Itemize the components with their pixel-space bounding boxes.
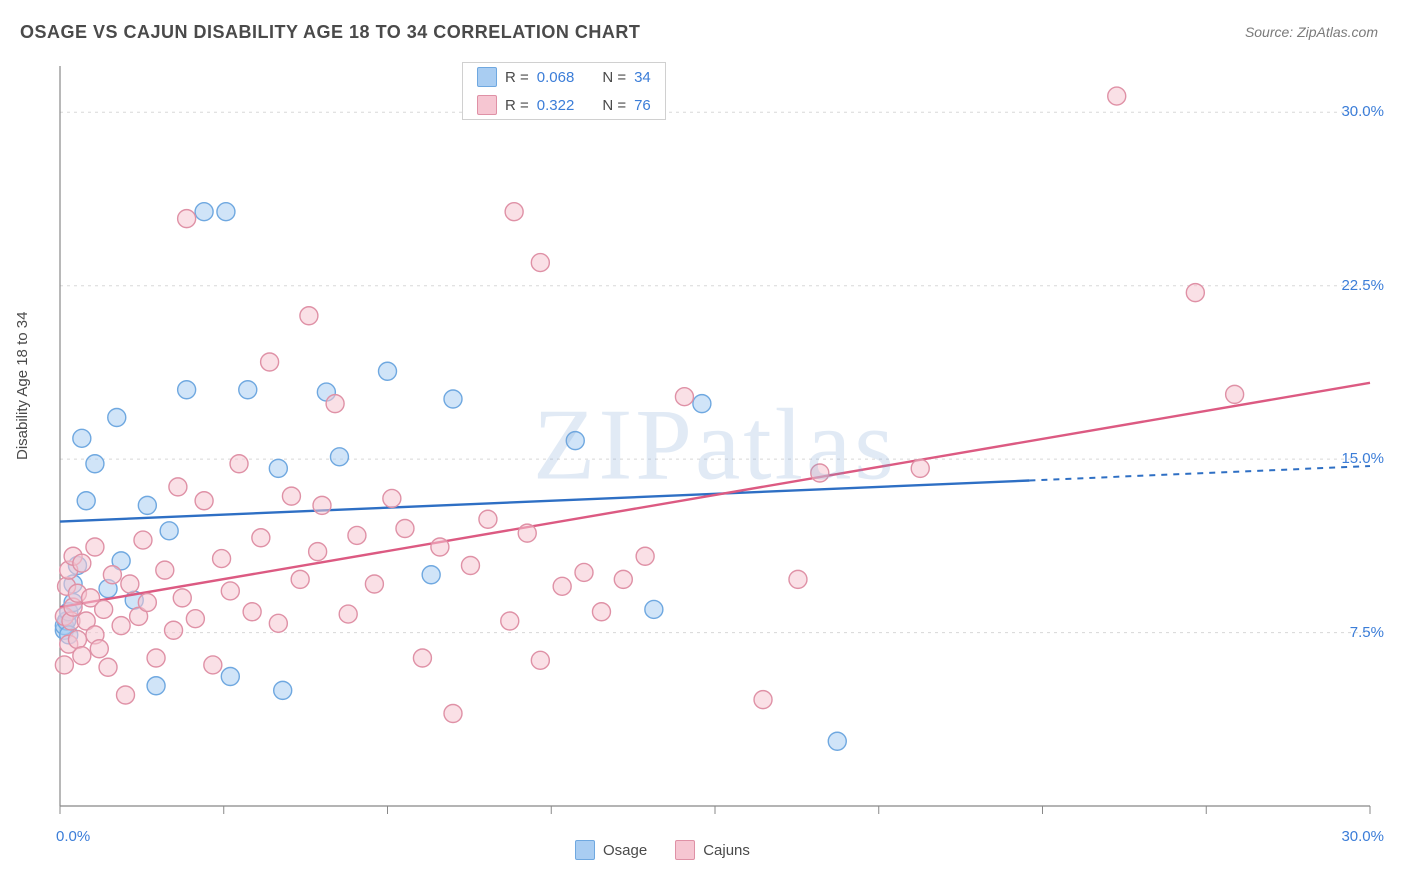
series-label-cajuns: Cajuns — [703, 842, 750, 859]
r-prefix: R = — [505, 97, 529, 114]
series-label-osage: Osage — [603, 842, 647, 859]
r-value-cajuns: 0.322 — [537, 97, 575, 114]
n-prefix: N = — [602, 69, 626, 86]
y-tick-label: 7.5% — [1350, 624, 1384, 641]
legend-row-cajuns: R = 0.322 N = 76 — [463, 91, 665, 119]
series-legend: Osage Cajuns — [575, 840, 750, 860]
y-tick-label: 22.5% — [1341, 277, 1384, 294]
n-value-osage: 34 — [634, 69, 651, 86]
swatch-osage — [477, 67, 497, 87]
chart-title: OSAGE VS CAJUN DISABILITY AGE 18 TO 34 C… — [20, 22, 640, 43]
swatch-osage — [575, 840, 595, 860]
y-tick-label: 15.0% — [1341, 450, 1384, 467]
x-axis-max-label: 30.0% — [1341, 828, 1384, 845]
legend-row-osage: R = 0.068 N = 34 — [463, 63, 665, 91]
swatch-cajuns — [477, 95, 497, 115]
legend-item-osage: Osage — [575, 840, 647, 860]
source-name: ZipAtlas.com — [1297, 24, 1378, 40]
r-prefix: R = — [505, 69, 529, 86]
scatter-plot: ZIPatlas — [50, 60, 1380, 830]
y-tick-label: 30.0% — [1341, 103, 1384, 120]
correlation-legend: R = 0.068 N = 34 R = 0.322 N = 76 — [462, 62, 666, 120]
y-axis-label: Disability Age 18 to 34 — [14, 312, 31, 460]
source-label: Source: ZipAtlas.com — [1245, 24, 1378, 40]
chart-svg — [50, 60, 1380, 830]
legend-item-cajuns: Cajuns — [675, 840, 750, 860]
n-value-cajuns: 76 — [634, 97, 651, 114]
source-prefix: Source: — [1245, 24, 1297, 40]
swatch-cajuns — [675, 840, 695, 860]
n-prefix: N = — [602, 97, 626, 114]
x-axis-min-label: 0.0% — [56, 828, 90, 845]
r-value-osage: 0.068 — [537, 69, 575, 86]
